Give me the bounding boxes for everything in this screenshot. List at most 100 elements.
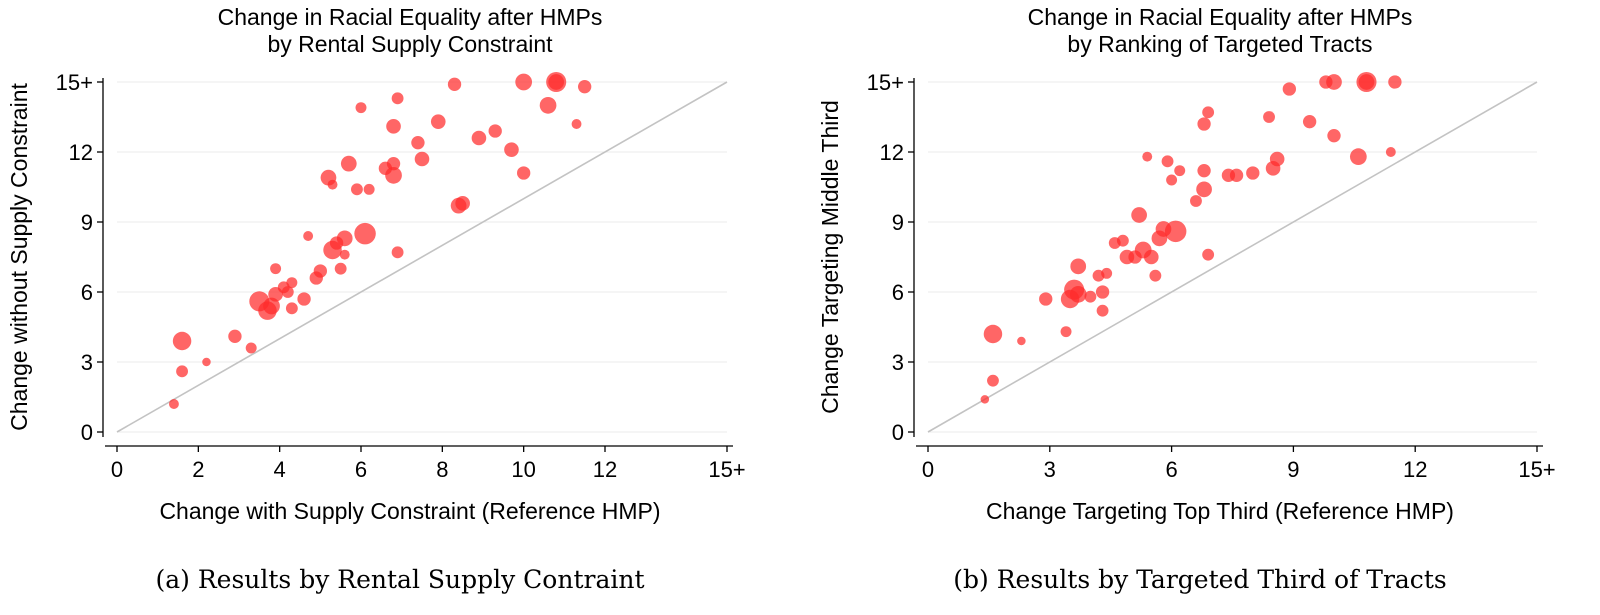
data-point (303, 231, 314, 241)
caption-a: (a) Results by Rental Supply Contraint (155, 565, 645, 594)
x-tick-label: 0 (922, 457, 934, 482)
y-tick-label: 12 (880, 140, 904, 165)
y-tick-label: 15+ (867, 70, 904, 95)
data-point (1197, 117, 1211, 131)
data-point (1246, 166, 1260, 180)
y-axis-label: Change Targeting Middle Third (817, 100, 843, 414)
data-point (1095, 285, 1110, 299)
data-point (355, 102, 367, 114)
data-point (1161, 155, 1174, 168)
y-tick-label: 6 (892, 280, 904, 305)
data-point (1302, 114, 1317, 129)
data-point (354, 222, 376, 245)
data-point (1096, 304, 1109, 317)
data-point (1202, 106, 1215, 119)
data-point (363, 183, 375, 195)
data-point (1017, 336, 1026, 346)
data-point (1282, 82, 1297, 96)
chart-title-line: Change in Racial Equality after HMPs (218, 4, 603, 30)
data-point (336, 230, 353, 247)
data-point (1174, 165, 1186, 177)
data-point (1350, 148, 1367, 166)
data-point (980, 395, 990, 404)
data-point (1229, 168, 1244, 183)
data-point (577, 79, 592, 94)
data-point (1202, 248, 1215, 261)
data-point (1190, 195, 1202, 207)
data-point (1060, 326, 1072, 338)
y-tick-label: 15+ (56, 70, 93, 95)
y-tick-label: 9 (81, 210, 93, 235)
x-tick-label: 15+ (708, 457, 745, 482)
scatter-chart-supply-constraint: 0 3 6 9 12 15+ 0 2 4 6 8 10 12 15+ Change in Racial Eq… (6, 4, 746, 524)
y-tick-label: 0 (892, 420, 904, 445)
data-point (391, 246, 404, 259)
data-point (385, 166, 402, 184)
data-point (263, 297, 280, 315)
caption-b: (b) Results by Targeted Third of Tracts (953, 565, 1447, 594)
data-point (313, 264, 328, 278)
data-point (430, 114, 446, 129)
data-point (297, 292, 311, 306)
data-point (488, 124, 502, 138)
x-tick-label: 3 (1044, 457, 1056, 482)
data-point (471, 130, 487, 146)
data-point (983, 324, 1003, 344)
x-tick-label: 12 (593, 457, 617, 482)
data-point (1164, 220, 1187, 243)
data-point (1166, 174, 1178, 186)
data-point (414, 151, 430, 167)
data-point (504, 142, 519, 157)
data-point (1039, 292, 1053, 306)
data-point (1069, 285, 1087, 303)
data-point (1131, 207, 1147, 223)
x-tick-label: 6 (355, 457, 367, 482)
y-tick-label: 9 (892, 210, 904, 235)
data-point (1326, 74, 1342, 90)
x-tick-label: 12 (1403, 457, 1427, 482)
data-point (1358, 74, 1375, 90)
data-point (1269, 151, 1285, 167)
data-point (270, 263, 282, 275)
data-point (1070, 258, 1087, 275)
data-point (411, 135, 425, 150)
data-point (1385, 147, 1396, 157)
data-point (987, 374, 999, 387)
data-point (202, 357, 211, 367)
data-point (1388, 75, 1402, 89)
scatter-chart-targeted-third: 0 3 6 9 12 15+ 0 3 6 9 12 15+ Change in Racial Equal… (817, 4, 1556, 524)
x-tick-label: 8 (436, 457, 448, 482)
chart-title-line: by Ranking of Targeted Tracts (1067, 31, 1372, 57)
x-tick-label: 9 (1287, 457, 1299, 482)
data-point (339, 249, 350, 260)
y-tick-label: 3 (81, 350, 93, 375)
data-point (1116, 234, 1129, 247)
data-point (1149, 269, 1162, 282)
data-point (228, 329, 242, 344)
data-point (351, 183, 363, 196)
data-point (1084, 290, 1097, 303)
data-point (1144, 249, 1159, 265)
data-point (285, 302, 298, 315)
x-axis-label: Change with Supply Constraint (Reference… (159, 498, 660, 524)
y-tick-label: 3 (892, 350, 904, 375)
x-tick-label: 4 (274, 457, 286, 482)
y-tick-label: 12 (69, 140, 93, 165)
data-point (286, 277, 298, 289)
data-point (172, 331, 192, 351)
data-point (1327, 128, 1341, 143)
data-point (386, 119, 401, 134)
x-tick-label: 2 (192, 457, 204, 482)
data-point (168, 399, 179, 409)
data-point (1197, 163, 1211, 178)
chart-title-line: by Rental Supply Constraint (267, 31, 553, 57)
data-point (516, 166, 531, 180)
reference-line-45deg (116, 81, 728, 433)
data-point (455, 196, 470, 211)
reference-line-45deg (927, 81, 1538, 433)
y-tick-label: 6 (81, 280, 93, 305)
data-point (1101, 267, 1113, 279)
data-point (281, 286, 294, 298)
data-point (176, 365, 188, 378)
data-point (391, 92, 404, 105)
